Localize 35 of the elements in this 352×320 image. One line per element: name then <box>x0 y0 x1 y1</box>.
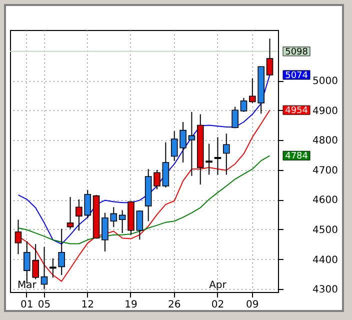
y-tick-label: 4700 <box>312 165 338 176</box>
candlestick <box>14 219 22 255</box>
y-tick-label: 5000 <box>312 76 338 88</box>
y-tick-label: 4900 <box>312 106 338 117</box>
candlestick <box>154 169 160 190</box>
x-tick-label: 09 <box>246 300 259 310</box>
candlestick <box>214 136 222 176</box>
candlestick <box>188 111 196 176</box>
annotation: Mar <box>17 280 38 291</box>
candlestick <box>240 97 248 112</box>
candlestick <box>266 38 274 76</box>
y-tick-label: 4400 <box>312 254 338 266</box>
x-tick-label: 02 <box>211 300 224 310</box>
line-series <box>18 155 270 244</box>
y-tick-label: 4600 <box>312 195 338 206</box>
candlestick <box>66 196 74 230</box>
x-tick-label: 19 <box>124 300 138 310</box>
candlestick <box>118 210 126 234</box>
x-tick-label: 26 <box>168 300 181 310</box>
candlestick <box>40 246 48 290</box>
y-tick-label: 4800 <box>312 136 338 147</box>
text: 4784 <box>285 152 308 162</box>
x-tick-label: 05 <box>38 300 51 310</box>
candlestick <box>222 133 230 176</box>
x-tick-label: 12 <box>81 300 94 310</box>
y-tick-label: 4500 <box>312 224 338 236</box>
y-tick-label: 4300 <box>312 284 338 296</box>
text: 5074 <box>285 70 308 81</box>
annotation: Apr <box>209 280 228 291</box>
candlestick <box>232 106 238 129</box>
candlestick <box>136 210 144 240</box>
candlestick <box>162 142 170 188</box>
ref-line-label: 5098 <box>285 47 308 58</box>
text: 4954 <box>285 106 308 116</box>
x-tick-label: 01 <box>20 300 34 310</box>
